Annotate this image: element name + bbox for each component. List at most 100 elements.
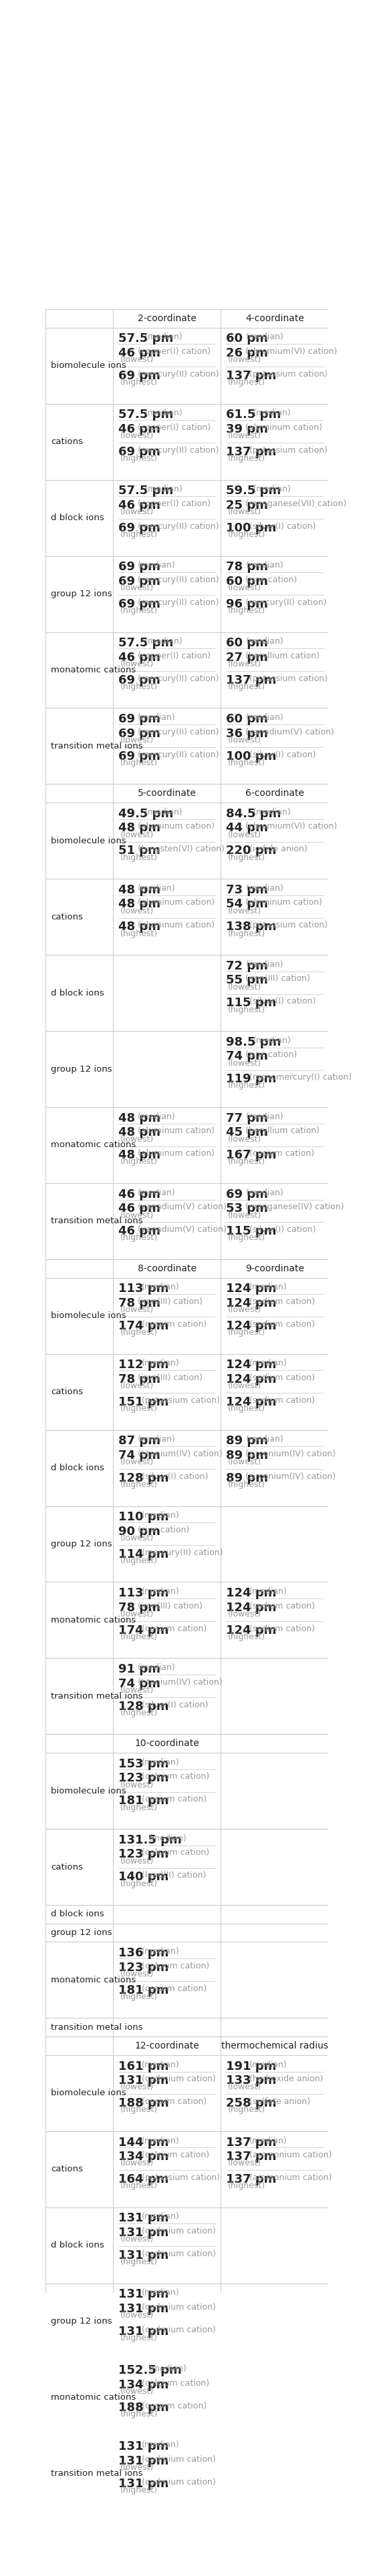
Text: monatomic cations: monatomic cations bbox=[51, 1615, 136, 1625]
Text: 25 pm: 25 pm bbox=[226, 500, 268, 513]
Text: (highest): (highest) bbox=[120, 1234, 158, 1242]
Text: (lowest): (lowest) bbox=[228, 1211, 262, 1218]
Text: (sodium cation): (sodium cation) bbox=[249, 1396, 315, 1404]
Text: 57.5 pm: 57.5 pm bbox=[118, 332, 173, 345]
Text: (ammonium cation): (ammonium cation) bbox=[249, 2174, 332, 2182]
Text: (mercury(II) cation): (mercury(II) cation) bbox=[138, 446, 219, 453]
Text: biomolecule ions: biomolecule ions bbox=[51, 1311, 126, 1319]
Text: 46 pm: 46 pm bbox=[118, 652, 160, 665]
Text: (cadmium cation): (cadmium cation) bbox=[142, 2074, 216, 2084]
Text: (titanium(IV) cation): (titanium(IV) cation) bbox=[138, 1677, 223, 1687]
Text: group 12 ions: group 12 ions bbox=[51, 2316, 112, 2326]
Text: 69 pm: 69 pm bbox=[118, 598, 160, 611]
Text: (highest): (highest) bbox=[120, 1404, 158, 1412]
Text: 48 pm: 48 pm bbox=[118, 899, 160, 909]
Text: (lowest): (lowest) bbox=[228, 829, 262, 840]
Text: (median): (median) bbox=[246, 1113, 284, 1121]
Text: (median): (median) bbox=[142, 2213, 180, 2221]
Text: 174 pm: 174 pm bbox=[118, 1625, 169, 1636]
Text: 89 pm: 89 pm bbox=[226, 1435, 268, 1448]
Text: (median): (median) bbox=[138, 562, 176, 569]
Text: 98.5 pm: 98.5 pm bbox=[226, 1036, 281, 1048]
Text: (cadmium cation): (cadmium cation) bbox=[142, 2249, 216, 2259]
Text: (cesium cation): (cesium cation) bbox=[142, 1625, 207, 1633]
Text: 124 pm: 124 pm bbox=[226, 1298, 276, 1309]
Text: (mercury(II) cation): (mercury(II) cation) bbox=[138, 675, 219, 683]
Text: (potassium cation): (potassium cation) bbox=[142, 2174, 220, 2182]
Text: (lowest): (lowest) bbox=[120, 1780, 154, 1790]
Text: 131 pm: 131 pm bbox=[118, 2213, 169, 2226]
Text: (sodium cation): (sodium cation) bbox=[249, 1319, 315, 1329]
Text: transition metal ions: transition metal ions bbox=[51, 1692, 143, 1700]
Text: (aluminum cation): (aluminum cation) bbox=[138, 899, 215, 907]
Text: 137 pm: 137 pm bbox=[226, 675, 276, 685]
Text: (lowest): (lowest) bbox=[120, 1458, 154, 1466]
Text: (aluminum cation): (aluminum cation) bbox=[138, 1149, 215, 1157]
Text: (lowest): (lowest) bbox=[228, 1059, 262, 1066]
Text: (median): (median) bbox=[142, 1947, 180, 1955]
Text: (copper(I) cation): (copper(I) cation) bbox=[138, 652, 211, 659]
Text: (median): (median) bbox=[142, 2061, 180, 2069]
Text: (highest): (highest) bbox=[228, 531, 265, 538]
Text: (highest): (highest) bbox=[120, 531, 158, 538]
Text: (chromium(VI) cation): (chromium(VI) cation) bbox=[246, 348, 337, 355]
Text: cations: cations bbox=[51, 438, 83, 446]
Text: 124 pm: 124 pm bbox=[226, 1587, 276, 1600]
Text: 167 pm: 167 pm bbox=[226, 1149, 276, 1162]
Text: 89 pm: 89 pm bbox=[226, 1471, 268, 1484]
Text: (lowest): (lowest) bbox=[228, 585, 262, 592]
Text: (highest): (highest) bbox=[228, 453, 265, 464]
Text: (mercury(II) cation): (mercury(II) cation) bbox=[138, 523, 219, 531]
Text: thermochemical radius: thermochemical radius bbox=[221, 2040, 328, 2050]
Text: (cadmium cation): (cadmium cation) bbox=[142, 2226, 216, 2236]
Text: (median): (median) bbox=[145, 332, 183, 343]
Text: (highest): (highest) bbox=[228, 2105, 265, 2115]
Text: (lowest): (lowest) bbox=[120, 2236, 154, 2244]
Text: (mercury(II) cation): (mercury(II) cation) bbox=[138, 598, 219, 608]
Text: (lowest): (lowest) bbox=[120, 2463, 154, 2473]
Text: (median): (median) bbox=[249, 1283, 287, 1291]
Text: (highest): (highest) bbox=[228, 1234, 265, 1242]
Text: 123 pm: 123 pm bbox=[118, 1960, 169, 1973]
Text: 78 pm: 78 pm bbox=[118, 1373, 160, 1386]
Text: (calcium cation): (calcium cation) bbox=[142, 1772, 209, 1780]
Text: cations: cations bbox=[51, 1862, 83, 1870]
Text: biomolecule ions: biomolecule ions bbox=[51, 837, 126, 845]
Text: (median): (median) bbox=[145, 484, 183, 495]
Text: (lowest): (lowest) bbox=[228, 2159, 262, 2166]
Text: (highest): (highest) bbox=[120, 1708, 158, 1718]
Text: 119 pm: 119 pm bbox=[226, 1074, 276, 1084]
Text: (cesium cation): (cesium cation) bbox=[142, 1795, 207, 1803]
Text: (vanadium(V) cation): (vanadium(V) cation) bbox=[246, 726, 334, 737]
Text: (lowest): (lowest) bbox=[120, 1685, 154, 1695]
Text: 55 pm: 55 pm bbox=[226, 974, 268, 987]
Text: (median): (median) bbox=[246, 1188, 284, 1198]
Text: 124 pm: 124 pm bbox=[226, 1602, 276, 1613]
Text: biomolecule ions: biomolecule ions bbox=[51, 1788, 126, 1795]
Text: 131 pm: 131 pm bbox=[118, 2074, 169, 2087]
Text: cations: cations bbox=[51, 912, 83, 922]
Text: d block ions: d block ions bbox=[51, 989, 104, 997]
Text: (median): (median) bbox=[142, 1283, 180, 1291]
Text: (highest): (highest) bbox=[120, 1991, 158, 2002]
Text: 133 pm: 133 pm bbox=[226, 2074, 276, 2087]
Text: (lowest): (lowest) bbox=[228, 1381, 262, 1391]
Text: (beryllium cation): (beryllium cation) bbox=[246, 652, 320, 659]
Text: (median): (median) bbox=[142, 1757, 180, 1767]
Text: 78 pm: 78 pm bbox=[118, 1298, 160, 1309]
Text: (cadmium cation): (cadmium cation) bbox=[142, 2455, 216, 2463]
Text: (copper(I) cation): (copper(I) cation) bbox=[138, 422, 211, 433]
Text: (lowest): (lowest) bbox=[120, 1381, 154, 1391]
Text: (median): (median) bbox=[138, 1664, 176, 1672]
Text: 69 pm: 69 pm bbox=[118, 726, 160, 739]
Text: (median): (median) bbox=[246, 562, 284, 569]
Text: (highest): (highest) bbox=[120, 1329, 158, 1337]
Text: (median): (median) bbox=[138, 1113, 176, 1121]
Text: (zinc cation): (zinc cation) bbox=[246, 1051, 297, 1059]
Text: 188 pm: 188 pm bbox=[118, 2097, 169, 2110]
Text: (lowest): (lowest) bbox=[120, 355, 154, 363]
Text: 8-coordinate: 8-coordinate bbox=[138, 1265, 196, 1273]
Text: 128 pm: 128 pm bbox=[118, 1700, 169, 1713]
Text: 100 pm: 100 pm bbox=[226, 750, 276, 762]
Text: (median): (median) bbox=[149, 1834, 187, 1842]
